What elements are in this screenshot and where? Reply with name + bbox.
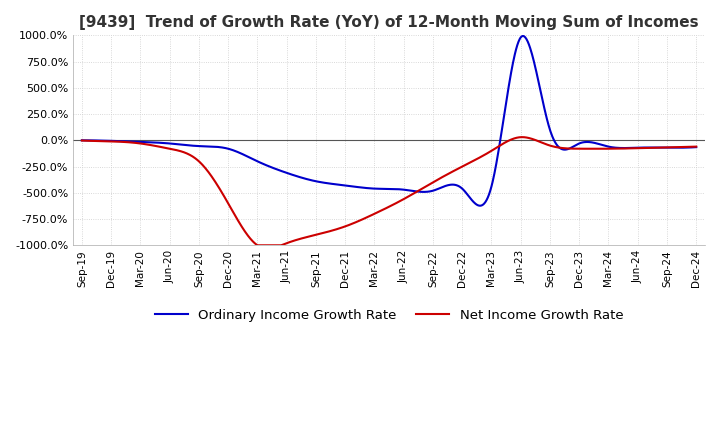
Ordinary Income Growth Rate	[518, 33, 527, 39]
Net Income Growth Rate	[140, 141, 149, 147]
Ordinary Income Growth Rate	[500, 111, 508, 117]
Net Income Growth Rate	[518, 135, 526, 140]
Line: Ordinary Income Growth Rate: Ordinary Income Growth Rate	[82, 36, 696, 206]
Ordinary Income Growth Rate	[569, 144, 577, 149]
Ordinary Income Growth Rate	[558, 147, 567, 152]
Line: Net Income Growth Rate: Net Income Growth Rate	[82, 137, 696, 246]
Title: [9439]  Trend of Growth Rate (YoY) of 12-Month Moving Sum of Incomes: [9439] Trend of Growth Rate (YoY) of 12-…	[79, 15, 699, 30]
Ordinary Income Growth Rate	[475, 203, 484, 209]
Net Income Growth Rate	[569, 146, 577, 151]
Legend: Ordinary Income Growth Rate, Net Income Growth Rate: Ordinary Income Growth Rate, Net Income …	[149, 303, 629, 327]
Net Income Growth Rate	[78, 138, 86, 143]
Ordinary Income Growth Rate	[326, 181, 335, 186]
Ordinary Income Growth Rate	[692, 144, 701, 150]
Net Income Growth Rate	[692, 144, 701, 149]
Ordinary Income Growth Rate	[140, 139, 149, 145]
Net Income Growth Rate	[500, 140, 508, 146]
Ordinary Income Growth Rate	[348, 184, 357, 189]
Net Income Growth Rate	[348, 221, 357, 226]
Net Income Growth Rate	[253, 243, 262, 248]
Ordinary Income Growth Rate	[78, 138, 86, 143]
Net Income Growth Rate	[558, 145, 567, 150]
Net Income Growth Rate	[327, 228, 336, 234]
